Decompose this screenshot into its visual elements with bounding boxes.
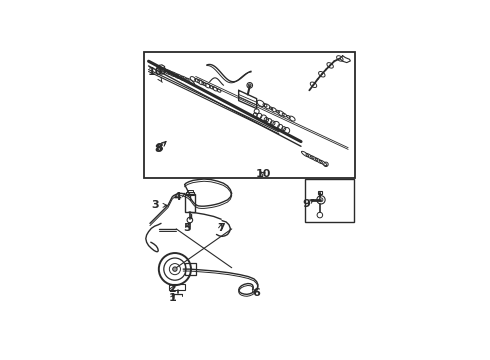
Text: 6: 6 <box>253 288 261 298</box>
Text: 7: 7 <box>217 222 224 233</box>
Circle shape <box>319 198 323 202</box>
Text: 4: 4 <box>174 192 185 202</box>
Bar <box>185 263 196 275</box>
Text: 5: 5 <box>184 222 191 233</box>
Circle shape <box>172 267 177 271</box>
Text: 10: 10 <box>256 169 271 179</box>
Bar <box>145 51 355 177</box>
Text: 9: 9 <box>303 199 314 209</box>
Text: 8: 8 <box>154 142 166 153</box>
Text: 8: 8 <box>155 141 166 153</box>
Circle shape <box>248 84 251 87</box>
Text: 1: 1 <box>168 293 176 303</box>
Text: 3: 3 <box>152 201 167 210</box>
Text: 2: 2 <box>168 284 176 293</box>
Bar <box>187 190 193 192</box>
Bar <box>185 194 195 212</box>
Bar <box>305 179 354 222</box>
Bar <box>318 191 322 194</box>
Bar <box>170 284 185 290</box>
Text: 10: 10 <box>148 67 163 82</box>
Bar <box>186 192 194 195</box>
